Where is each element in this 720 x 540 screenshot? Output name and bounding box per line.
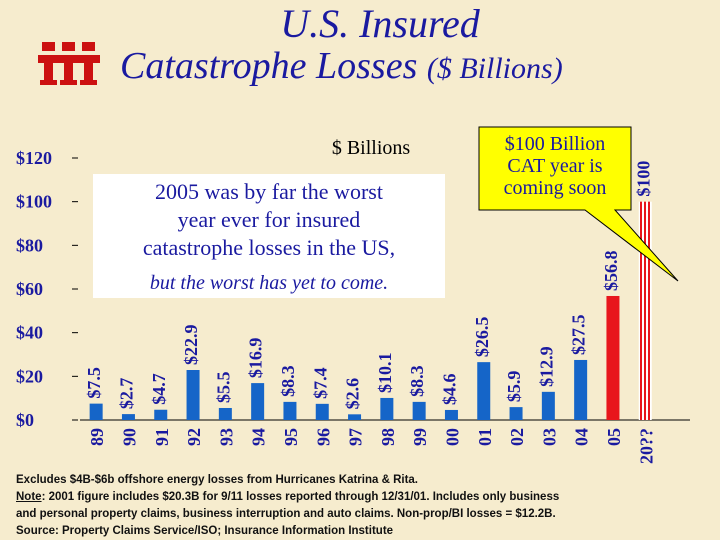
data-label: $8.3 [407,365,427,397]
data-label: $26.5 [472,317,492,358]
annotation-line2: year ever for insured [178,207,361,232]
bar [348,414,362,420]
y-tick-label: $80 [16,235,43,255]
bars [89,201,652,420]
x-tick-label: 91 [152,428,172,446]
title-unit: ($ Billions) [426,52,563,85]
x-tick-label: 94 [249,428,269,446]
title-main: Catastrophe Losses [120,45,418,87]
bar [154,409,168,420]
footnote-line2: Note: 2001 figure includes $20.3B for 9/… [16,489,716,506]
bar [380,397,394,420]
chart-subtitle: $ Billions [332,137,411,159]
callout-line1: $100 Billion [505,133,606,155]
x-tick-label: 89 [87,428,107,446]
bar [412,401,426,420]
data-label: $12.9 [536,346,556,387]
x-tick-label: 97 [346,428,366,446]
x-tick-label: 92 [184,428,204,446]
x-tick-label: 04 [572,428,592,446]
x-tick-label: 98 [378,428,398,446]
footnote-line1: Excludes $4B-$6b offshore energy losses … [16,474,418,486]
bar [251,383,265,420]
data-label: $5.9 [504,371,524,403]
x-tick-label: 99 [410,428,430,446]
x-tick-label: 20?? [636,428,656,464]
bar [606,295,620,420]
x-tick-label: 90 [119,428,139,446]
x-tick-label: 02 [507,428,527,446]
y-tick-label: $100 [16,192,52,212]
annotation-line4: but the worst has yet to come. [150,272,388,294]
x-tick-label: 93 [216,428,236,446]
footnote-line4: Source: Property Claims Service/ISO; Ins… [16,525,394,537]
annotation-line3: catastrophe losses in the US, [143,235,395,260]
note-text: : 2001 figure includes $20.3B for 9/11 l… [41,491,560,503]
bar [283,401,297,420]
bar [477,362,491,420]
data-label: $2.6 [343,378,363,410]
data-labels: $7.5 $2.7 $4.7 $22.9 $5.5 $16.9 $8.3 $7.4 $2.6 $1… [84,161,653,410]
bar [574,359,588,420]
bar [89,403,103,420]
bar [638,201,652,420]
bar [509,407,523,420]
y-tick-label: $0 [16,410,34,430]
footnote-line3: and personal property claims, business i… [16,508,556,520]
note-label: Note [16,491,42,503]
x-tick-label: 01 [475,428,495,446]
data-label: $5.5 [213,371,233,403]
data-label: $4.7 [149,373,169,405]
title-line1: U.S. Insured [280,1,480,46]
x-tick-label: 00 [442,428,462,446]
y-axis: $0 $20 $40 $60 $80 $100 $120 [16,148,690,430]
data-label: $8.3 [278,365,298,397]
data-label: $16.9 [246,338,266,379]
data-label: $7.5 [84,367,104,399]
bar [315,403,329,420]
y-tick-label: $60 [16,279,43,299]
iii-logo [38,42,100,85]
footnote: Excludes $4B-$6b offshore energy losses … [16,472,716,540]
data-label: $100 [633,161,653,197]
x-axis-labels: 89 90 91 92 93 94 95 96 97 98 99 00 01 02 03 04 05 20?? [87,428,656,464]
x-tick-label: 95 [281,428,301,446]
x-tick-label: 96 [313,428,333,446]
bar [444,409,458,420]
data-label: $10.1 [375,352,395,393]
data-label: $7.4 [310,367,330,399]
annotation-box: 2005 was by far the worst year ever for … [93,174,445,298]
bar [541,391,555,420]
callout-line3: coming soon [504,177,607,199]
callout-line2: CAT year is [507,155,602,177]
data-label: $4.6 [439,373,459,405]
y-tick-label: $40 [16,323,43,343]
callout: $100 Billion CAT year is coming soon [478,126,679,282]
bar [218,407,232,420]
y-tick-label: $120 [16,148,52,168]
data-label: $22.9 [181,325,201,366]
x-tick-label: 03 [539,428,559,446]
annotation-line1: 2005 was by far the worst [155,179,383,204]
data-label: $27.5 [569,314,589,355]
y-tick-label: $20 [16,366,43,386]
x-tick-label: 05 [604,428,624,446]
data-label: $2.7 [116,378,136,410]
bar [121,414,135,420]
title-line2: Catastrophe Losses ($ Billions) [120,44,563,88]
bar [186,370,200,420]
data-label: $56.8 [601,250,621,291]
